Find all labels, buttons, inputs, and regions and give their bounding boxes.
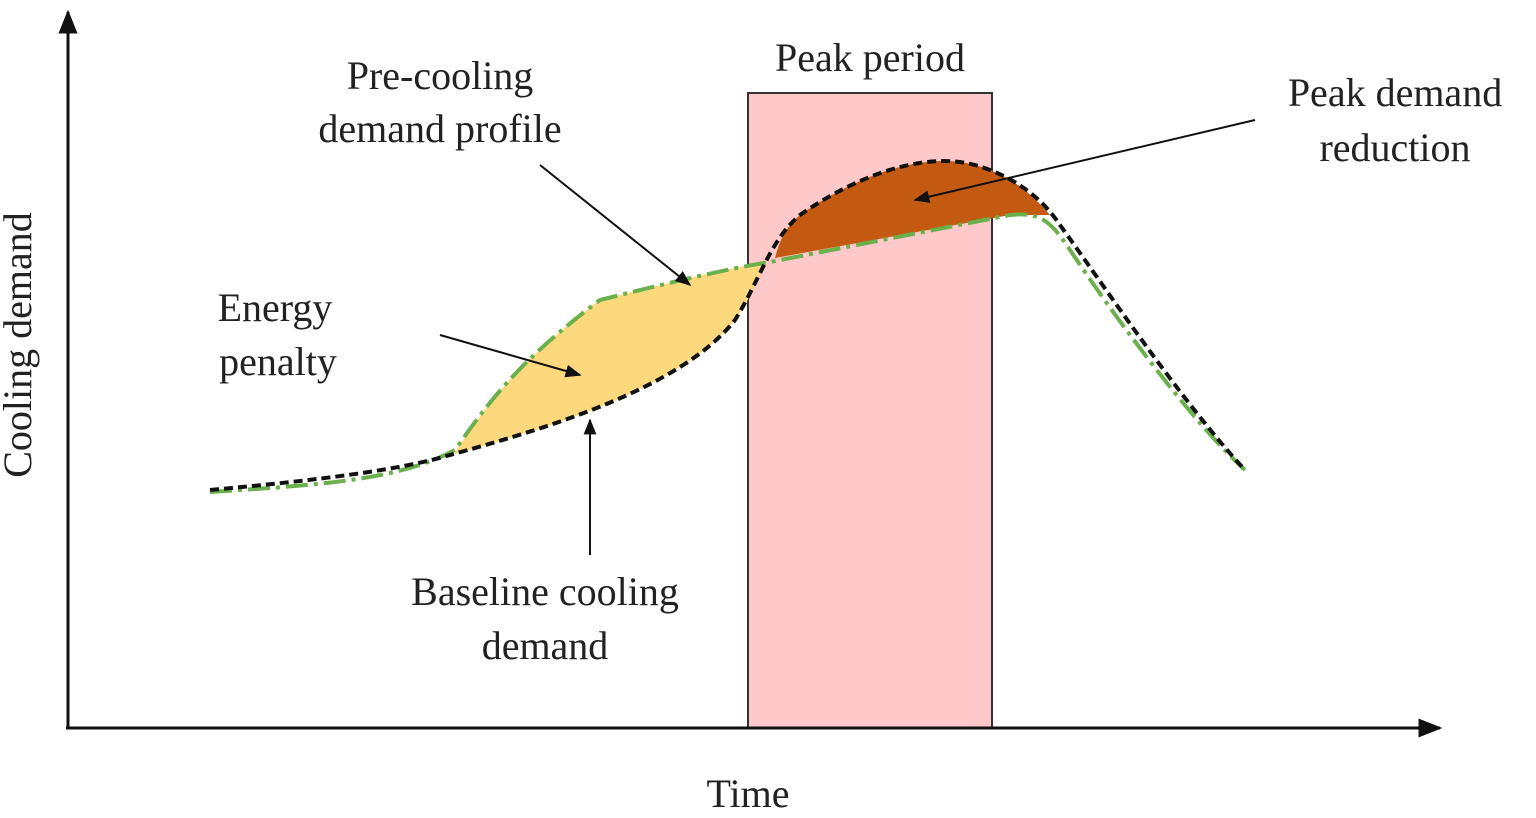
energy-penalty-area	[455, 262, 765, 454]
annotation: penalty	[219, 339, 337, 384]
arrow	[539, 164, 692, 286]
arrow	[913, 119, 1256, 203]
peak-period-label: Peak period	[775, 35, 965, 80]
baseline-curve	[209, 159, 1247, 492]
annotation: demand profile	[318, 106, 561, 151]
annotation: reduction	[1319, 125, 1470, 170]
annotation: Peak demand	[1288, 70, 1502, 115]
annotation: Energy	[218, 285, 333, 330]
x-axis-label: Time	[706, 771, 789, 816]
annotation: demand	[482, 623, 609, 668]
pre-cooling-curve	[209, 212, 1247, 494]
y-axis-label: Cooling demand	[0, 212, 40, 478]
arrow	[439, 334, 582, 378]
annotation: Pre-cooling	[347, 53, 534, 98]
annotation: Baseline cooling	[411, 569, 679, 614]
